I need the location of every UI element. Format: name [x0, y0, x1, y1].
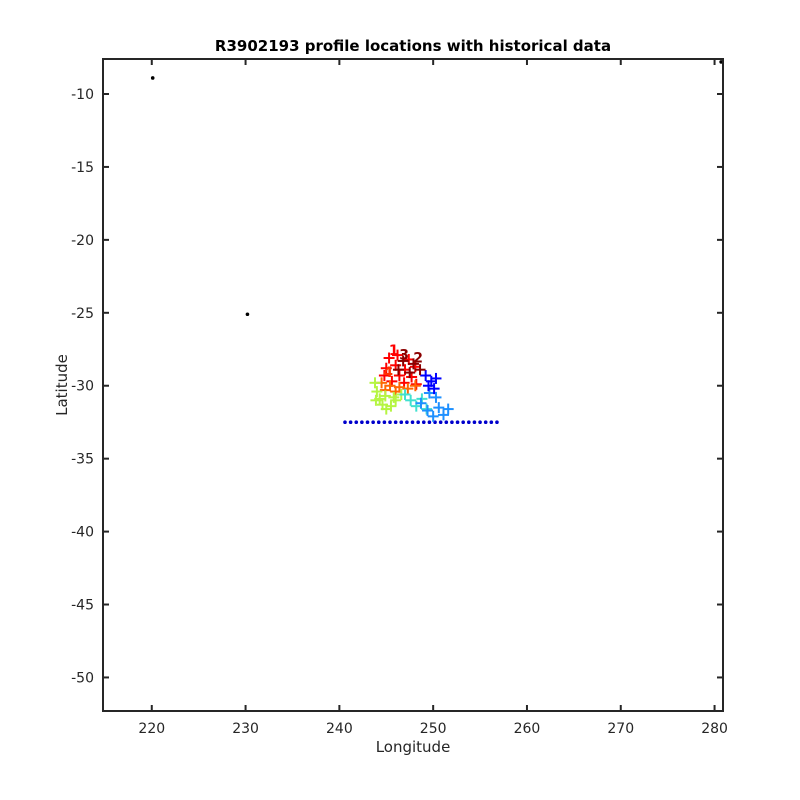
data-point [343, 420, 347, 424]
data-point-cross [380, 362, 392, 374]
data-point-cross [379, 390, 391, 402]
data-point-cross [378, 370, 390, 382]
x-tick-label: 280 [701, 721, 728, 737]
data-point [376, 420, 381, 424]
data-point-cross [433, 402, 445, 414]
data-point [410, 420, 415, 424]
data-point-cross [385, 400, 397, 412]
data-point-cross [430, 391, 442, 403]
x-tick-label: 260 [514, 721, 541, 737]
data-point-cross [402, 383, 414, 395]
point-annotation: 2 [413, 350, 423, 366]
data-point-cross [404, 367, 416, 379]
data-point [455, 420, 460, 424]
data-point-cross [383, 352, 395, 364]
data-point-cross [388, 391, 400, 403]
data-point-cross [399, 388, 411, 400]
y-axis-label: Latitude [53, 354, 71, 416]
data-point [421, 420, 426, 424]
y-axis-ticks: -10 -15 -20 -25 -30 -35 -40 -45 -50 [71, 87, 723, 686]
data-point [365, 420, 370, 424]
y-tick-label: -10 [71, 87, 94, 103]
data-point [438, 420, 443, 424]
point-annotation: 4 [383, 365, 393, 381]
y-tick-label: -20 [71, 233, 94, 249]
data-point-cross [442, 403, 454, 415]
data-point-cross [392, 364, 404, 376]
x-tick-label: 270 [607, 721, 634, 737]
data-point [483, 420, 488, 424]
data-point-cross [422, 405, 434, 417]
data-point-cross [397, 355, 409, 367]
x-axis-ticks: 220 230 240 250 260 270 280 [138, 59, 728, 737]
data-point [478, 420, 482, 424]
data-point [427, 420, 432, 424]
data-point [399, 420, 404, 424]
data-point [489, 420, 494, 424]
data-point-cross [370, 394, 382, 406]
data-point [461, 420, 465, 424]
data-point-cross [422, 380, 434, 392]
point-annotation: 1 [389, 343, 399, 359]
data-point [416, 420, 420, 424]
data-point-cross [414, 364, 426, 376]
x-tick-label: 220 [138, 721, 165, 737]
data-point-cross [392, 349, 404, 361]
plot-markers: 1 234 [150, 60, 723, 424]
x-axis-label: Longitude [376, 738, 451, 756]
data-point-cross [409, 380, 421, 392]
data-point-cross [407, 358, 419, 370]
data-point-cross [415, 397, 427, 409]
data-point [360, 420, 364, 424]
data-point [348, 420, 353, 424]
y-tick-label: -30 [71, 379, 94, 395]
data-point [405, 420, 409, 424]
y-tick-label: -15 [71, 160, 94, 176]
data-point [393, 420, 398, 424]
data-point [371, 420, 375, 424]
chart-title: R3902193 profile locations with historic… [215, 37, 611, 55]
data-point-cross [405, 394, 417, 406]
y-tick-label: -45 [71, 598, 94, 614]
data-point [382, 420, 387, 424]
data-point [444, 420, 449, 424]
data-point-cross [420, 370, 432, 382]
y-tick-label: -25 [71, 306, 94, 322]
x-tick-label: 250 [420, 721, 447, 737]
data-point [150, 76, 155, 80]
point-annotation: 3 [399, 347, 409, 363]
data-point [245, 312, 250, 317]
y-tick-label: -50 [71, 670, 94, 686]
data-point [467, 420, 471, 424]
data-point [354, 420, 359, 424]
data-point-cross [369, 377, 381, 389]
data-point [472, 420, 477, 424]
data-point-cross [437, 409, 449, 421]
data-point [450, 420, 454, 424]
y-tick-label: -40 [71, 525, 94, 541]
x-tick-label: 230 [232, 721, 259, 737]
data-point-cross [427, 410, 439, 422]
data-point [388, 420, 392, 424]
data-point [495, 420, 499, 424]
y-tick-label: -35 [71, 452, 94, 468]
data-point-cross [430, 372, 442, 384]
data-point-cross [428, 383, 440, 395]
x-tick-label: 240 [326, 721, 353, 737]
